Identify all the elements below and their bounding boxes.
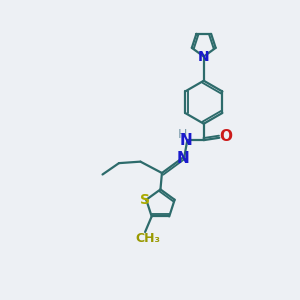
Text: N: N — [176, 151, 189, 166]
Text: S: S — [140, 193, 150, 207]
Text: N: N — [198, 50, 210, 64]
Text: O: O — [219, 129, 232, 144]
Text: CH₃: CH₃ — [135, 232, 160, 245]
Text: N: N — [179, 133, 192, 148]
Text: H: H — [177, 128, 187, 141]
